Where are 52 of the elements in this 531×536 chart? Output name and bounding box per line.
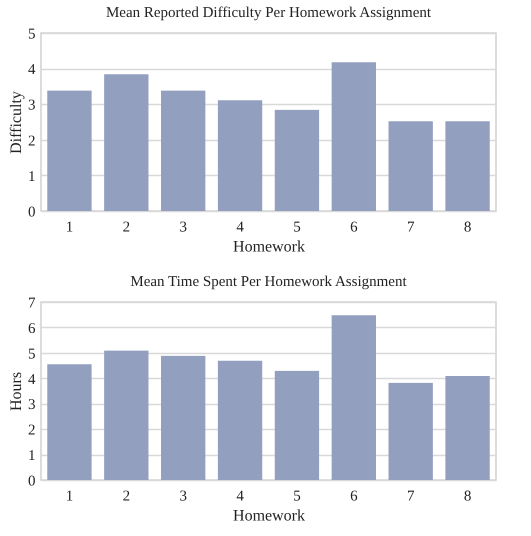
x-tick-label: 3	[179, 488, 187, 504]
x-tick-label: 4	[236, 220, 244, 236]
bar	[104, 350, 148, 480]
y-tick-label: 1	[28, 448, 36, 464]
x-tick-label: 6	[350, 488, 358, 504]
bar	[47, 364, 92, 480]
bar	[104, 74, 148, 211]
x-tick-label: 1	[66, 488, 74, 504]
x-axis-title: Homework	[233, 508, 305, 524]
x-tick-label: 7	[406, 220, 415, 236]
x-tick-label: 5	[293, 488, 301, 504]
bar	[274, 370, 320, 480]
bar	[161, 356, 206, 480]
y-tick-label: 0	[28, 204, 36, 220]
bar	[445, 376, 490, 480]
y-axis-title: Hours	[8, 372, 25, 412]
y-tick-label: 2	[28, 133, 36, 150]
bar	[388, 382, 433, 480]
y-tick-label: 5	[28, 26, 36, 42]
x-axis-title: Homework	[233, 238, 305, 256]
x-tick-label: 2	[122, 488, 130, 504]
bar	[388, 121, 433, 211]
x-tick-label: 5	[293, 220, 301, 236]
bar	[445, 121, 490, 211]
y-tick-label: 4	[28, 372, 36, 388]
bar	[161, 90, 206, 211]
y-tick-label: 1	[28, 168, 36, 185]
x-tick-label: 4	[236, 488, 244, 504]
x-tick-label: 2	[122, 220, 130, 236]
y-axis-title: Difficulty	[8, 91, 25, 154]
x-tick-label: 3	[179, 220, 187, 236]
bar	[47, 90, 92, 211]
bar	[332, 315, 376, 480]
x-tick-label: 6	[350, 220, 358, 236]
y-tick-label: 5	[28, 346, 36, 362]
x-tick-label: 1	[66, 220, 74, 236]
y-tick-label: 3	[28, 98, 36, 114]
bar	[332, 62, 376, 211]
y-tick-label: 2	[28, 422, 36, 439]
chart-title: Mean Reported Difficulty Per Homework Assignment	[106, 5, 432, 21]
x-tick-label: 7	[406, 488, 415, 504]
chart-title: Mean Time Spent Per Homework Assignment	[130, 274, 408, 290]
y-tick-label: 4	[28, 62, 36, 78]
bar	[274, 110, 320, 211]
y-tick-label: 3	[28, 397, 36, 414]
y-tick-label: 7	[28, 296, 36, 312]
y-tick-label: 6	[28, 320, 36, 337]
x-tick-label: 8	[464, 220, 472, 236]
bar	[218, 100, 262, 211]
bar	[218, 360, 262, 480]
x-tick-label: 8	[464, 488, 472, 504]
y-tick-label: 0	[28, 474, 36, 490]
